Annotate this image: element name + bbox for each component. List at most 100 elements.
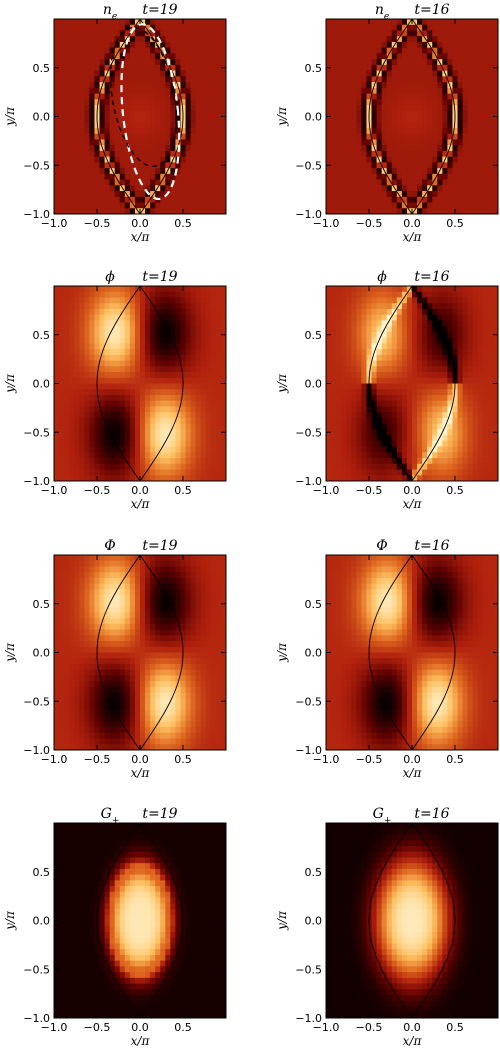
heatmap-cell	[190, 150, 197, 158]
heatmap-cells	[326, 286, 498, 481]
heatmap-cell	[447, 208, 454, 214]
heatmap-cell	[220, 337, 226, 344]
heatmap-cell	[432, 156, 438, 163]
heatmap-cell	[341, 463, 347, 471]
heatmap-cell	[406, 139, 413, 146]
heatmap-cell	[406, 354, 413, 362]
heatmap-cell	[145, 337, 151, 344]
heatmap-cell	[437, 463, 443, 471]
heatmap-cell	[59, 463, 65, 471]
heatmap-cell	[406, 308, 413, 316]
heatmap-cell	[99, 326, 106, 333]
heatmap-cell	[89, 179, 96, 186]
heatmap-cell	[336, 196, 342, 204]
heatmap-cell	[220, 156, 226, 163]
heatmap-cell	[427, 196, 433, 204]
heatmap-cell	[422, 145, 428, 152]
heatmap-cell	[69, 360, 75, 367]
heatmap-cell	[457, 458, 464, 465]
heatmap-cell	[457, 406, 464, 413]
heatmap-cell	[336, 343, 342, 350]
heatmap-cell	[89, 105, 96, 112]
heatmap-cell	[220, 349, 226, 356]
heatmap-cell	[129, 349, 136, 356]
heatmap-cell	[336, 70, 342, 77]
heatmap-cell	[64, 435, 70, 442]
heatmap-cell	[84, 663, 91, 671]
heatmap-cell	[59, 191, 65, 198]
heatmap-cell	[356, 314, 363, 322]
heatmap-cell	[396, 41, 403, 49]
heatmap-cell	[467, 458, 474, 465]
heatmap-cell	[220, 87, 226, 95]
heatmap-cell	[54, 87, 60, 95]
heatmap-cell	[447, 349, 454, 356]
heatmap-cell	[74, 435, 80, 442]
heatmap-cell	[54, 122, 60, 129]
heatmap-cell	[114, 168, 121, 175]
heatmap-cell	[477, 406, 484, 413]
heatmap-cell	[195, 191, 202, 198]
heatmap-cell	[366, 354, 373, 362]
heatmap-cell	[482, 150, 489, 158]
heatmap-cell	[482, 30, 489, 37]
heatmap-cell	[124, 377, 131, 385]
heatmap-cell	[89, 116, 96, 123]
heatmap-cell	[452, 440, 459, 448]
heatmap-cell	[210, 196, 217, 204]
heatmap-cell	[74, 646, 80, 654]
heatmap-cell	[437, 156, 443, 163]
heatmap-cell	[155, 19, 161, 26]
heatmap-cell	[417, 297, 423, 304]
heatmap-cell	[190, 291, 197, 299]
heatmap-cell	[195, 320, 202, 327]
heatmap-cell	[205, 179, 212, 186]
x-tick-label: 0.0	[131, 217, 149, 230]
heatmap-cell	[129, 168, 136, 175]
heatmap-cell	[69, 681, 75, 688]
heatmap-cell	[336, 366, 342, 373]
heatmap-cell	[190, 343, 197, 350]
heatmap-cell	[351, 360, 357, 367]
heatmap-cell	[155, 150, 161, 158]
heatmap-cell	[215, 30, 222, 37]
heatmap-cell	[185, 429, 192, 436]
heatmap-cell	[422, 156, 428, 163]
heatmap-cell	[150, 76, 156, 83]
heatmap-cell	[331, 308, 337, 316]
separatrix	[96, 286, 184, 481]
heatmap-cell	[487, 168, 494, 175]
heatmap-cell	[457, 139, 464, 146]
heatmap-cell	[69, 331, 75, 339]
heatmap-cell	[351, 99, 357, 106]
heatmap-cell	[492, 99, 498, 106]
heatmap-cell	[356, 406, 363, 413]
heatmap-cell	[432, 70, 438, 77]
heatmap-cell	[427, 133, 433, 141]
heatmap-cell	[346, 145, 352, 152]
heatmap-cell	[109, 354, 116, 362]
heatmap-cell	[109, 162, 116, 169]
heatmap-cell	[109, 156, 116, 163]
heatmap-cell	[477, 208, 484, 214]
heatmap-cell	[326, 452, 332, 459]
heatmap-cell	[200, 133, 207, 141]
heatmap-cell	[109, 337, 116, 344]
heatmap-cell	[417, 208, 423, 214]
heatmap-cell	[74, 446, 80, 453]
heatmap-cell	[145, 202, 151, 209]
heatmap-cell	[336, 133, 342, 141]
heatmap-cell	[452, 196, 459, 204]
heatmap-cell	[84, 435, 91, 442]
heatmap-cell	[432, 202, 438, 209]
heatmap-cell	[59, 133, 65, 141]
heatmap-cell	[457, 349, 464, 356]
heatmap-cell	[155, 127, 161, 135]
heatmap-cell	[381, 429, 388, 436]
heatmap-cell	[472, 24, 479, 32]
heatmap-cell	[180, 349, 187, 356]
heatmap-cell	[54, 99, 60, 106]
heatmap-cell	[134, 446, 141, 453]
heatmap-cell	[64, 446, 70, 453]
heatmap-cell	[185, 168, 192, 175]
